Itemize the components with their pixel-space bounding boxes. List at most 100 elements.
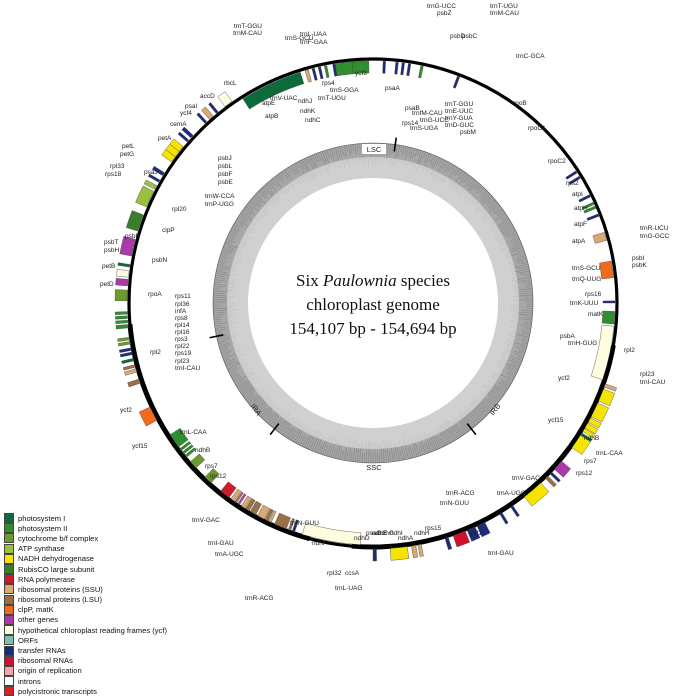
gene-label: trnM-CAU xyxy=(490,10,519,17)
gene-label: atpE xyxy=(262,100,276,107)
gene-peta xyxy=(115,289,127,300)
gene-label: psbC xyxy=(462,33,477,40)
gene-trny-gua xyxy=(401,63,405,75)
gene-label: trnP-UGG xyxy=(205,201,234,208)
gene-trnfm-cau xyxy=(312,68,317,80)
legend-label: RubisCO large subunit xyxy=(18,565,94,574)
gene-psbc xyxy=(335,62,353,76)
gene-label: rpoA xyxy=(148,291,162,298)
gene-label: rpoC2 xyxy=(548,158,566,165)
gene-label: psbA xyxy=(560,333,575,340)
genome-title: Six Paulownia species chloroplast genome… xyxy=(289,271,456,338)
gene-label: trnN-GUU xyxy=(290,520,319,527)
gene-label: atpH xyxy=(574,205,588,212)
gene-label: atpA xyxy=(572,238,586,245)
gene-label: trnV-GAC xyxy=(512,475,540,482)
gene-label: psbB xyxy=(125,233,140,240)
gene-label: ndhF xyxy=(312,540,327,547)
legend-item: ATP synthase xyxy=(4,544,204,554)
gene-trnw-cca xyxy=(119,348,131,353)
legend-label: clpP, matK xyxy=(18,605,54,614)
legend-label: photosystem I xyxy=(18,514,65,523)
gene-label: ycf4 xyxy=(180,110,192,117)
gene-label: rpl2 xyxy=(624,347,635,354)
gene-ndhf xyxy=(524,483,549,506)
legend-swatch xyxy=(4,635,14,645)
legend-swatch xyxy=(4,564,14,574)
legend-label: origin of replication xyxy=(18,666,82,675)
gene-label: ndhJ xyxy=(298,98,312,105)
gene-label: rps2 xyxy=(566,180,579,187)
gene-label: trnL-UAG xyxy=(335,585,362,592)
gene-label: trnG-UCC xyxy=(420,117,449,124)
gene-label: trnT-UGU xyxy=(318,95,346,102)
legend-swatch xyxy=(4,513,14,523)
title-line-2: chloroplast genome xyxy=(306,295,440,314)
gene-label: psbK xyxy=(632,262,647,269)
gene-label: rpl16 xyxy=(175,329,190,336)
gene-label: ndhB xyxy=(584,435,599,442)
legend-swatch xyxy=(4,666,14,676)
gene-label: trnI-GAU xyxy=(208,540,234,547)
gene-petg xyxy=(118,341,130,346)
gene-label: trnL-CAA xyxy=(596,450,623,457)
gene-label: trnR-ACG xyxy=(245,595,274,602)
gene-label: petB xyxy=(102,263,115,270)
gene-trnr-ucu xyxy=(566,171,577,180)
gene-label: rps16 xyxy=(585,291,602,298)
gene-label: rps3 xyxy=(175,336,188,343)
gene-label: ycf2 xyxy=(120,407,132,414)
gene-psbz xyxy=(324,65,329,77)
gene-label: trnI-GAU xyxy=(488,550,514,557)
legend-label: NADH dehydrogenase xyxy=(18,554,94,563)
gene-trne-uuc xyxy=(395,62,399,74)
gene-label: rps14 xyxy=(402,120,419,127)
gene-label: ycf15 xyxy=(548,417,564,424)
legend-item: cytochrome b/f complex xyxy=(4,533,204,543)
legend-item: ribosomal RNAs xyxy=(4,656,204,666)
gene-label: ndhC xyxy=(305,117,321,124)
legend-item: ribosomal proteins (LSU) xyxy=(4,595,204,605)
gene-label: trnH-GUG xyxy=(568,340,597,347)
gene-psbm xyxy=(418,66,423,78)
gene-rpl20 xyxy=(128,379,141,387)
gene-label: trnS-GCU xyxy=(572,265,601,272)
gene-label: psbT xyxy=(104,239,118,246)
region-label-lsc: LSC xyxy=(367,145,382,154)
gene-trnr-acg xyxy=(500,513,508,525)
gene-label: trnM-CAU xyxy=(233,30,262,37)
gene-label: atpB xyxy=(265,113,278,120)
gene-label: trnQ-UUG xyxy=(572,276,601,283)
legend-label: ATP synthase xyxy=(18,544,65,553)
gene-trng-ucc xyxy=(318,67,323,79)
legend-label: cytochrome b/f complex xyxy=(18,534,98,543)
gene-label: trnE-UUC xyxy=(445,108,473,115)
gene-trnc-gca xyxy=(453,76,460,88)
gene-label: accD xyxy=(200,93,215,100)
gene-psbe xyxy=(116,324,128,329)
gene-label: trnL-UAA xyxy=(300,31,327,38)
gene-label: ccsA xyxy=(345,570,360,577)
gene-psaj xyxy=(122,358,134,363)
gene-label: rpl23 xyxy=(640,371,655,378)
legend-item: hypothetical chloroplast reading frames … xyxy=(4,625,204,635)
gene-label: psaB xyxy=(405,105,420,112)
legend-item: ORFs xyxy=(4,635,204,645)
gene-label: rpl14 xyxy=(175,322,190,329)
legend-label: ribosomal proteins (SSU) xyxy=(18,585,103,594)
gene-label: rpl32 xyxy=(327,570,342,577)
gene-psai xyxy=(118,263,130,267)
legend-label: transfer RNAs xyxy=(18,646,66,655)
gene-ndhb xyxy=(390,547,409,561)
title-line-1: Six Paulownia species xyxy=(296,271,450,290)
gene-trnd-guc xyxy=(407,64,411,76)
gene-label: trnC-GCA xyxy=(516,53,545,60)
gene-rps12 xyxy=(418,544,424,556)
gene-trnp-ugg xyxy=(120,352,132,357)
legend-label: introns xyxy=(18,677,41,686)
legend-item: polycistronic transcripts xyxy=(4,686,204,696)
legend-swatch xyxy=(4,646,14,656)
gene-label: rps7 xyxy=(584,458,597,465)
legend-item: ribosomal proteins (SSU) xyxy=(4,584,204,594)
